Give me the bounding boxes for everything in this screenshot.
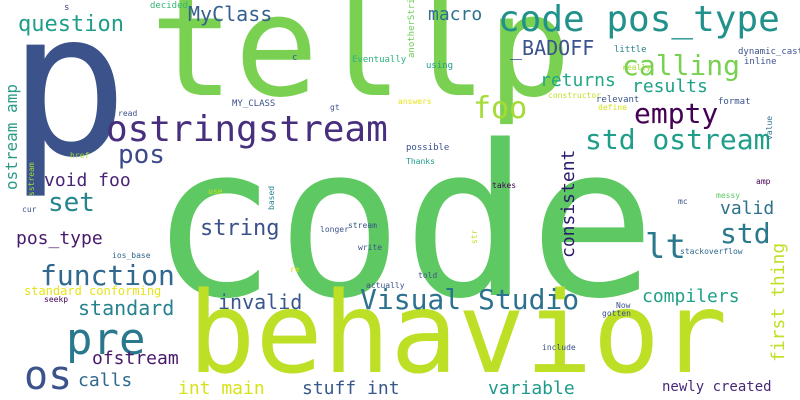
- word-write: write: [358, 243, 383, 252]
- word-str: anotherString: [407, 0, 417, 58]
- word-pre: pre: [66, 314, 146, 365]
- word-format: MY_CLASS: [232, 99, 276, 109]
- word-value: decided: [150, 1, 188, 11]
- word-tellp: tellp: [150, 0, 572, 129]
- word-decided: little: [614, 45, 647, 55]
- word-c: dynamic_cast: [738, 47, 800, 57]
- word-results: results: [632, 76, 708, 97]
- word-stream: str: [470, 229, 479, 244]
- word-std: std: [720, 217, 771, 250]
- word-messy: amp: [756, 177, 771, 186]
- word-calls: calls: [78, 370, 133, 391]
- word-ofstream: ofstream: [92, 348, 179, 369]
- word-told: told: [418, 271, 438, 280]
- word-relevant: gt: [330, 103, 340, 112]
- word-lt: lt: [645, 227, 686, 267]
- word-dynamic-cast: value: [765, 115, 774, 140]
- word-s: using: [426, 61, 454, 71]
- word-empty: empty: [634, 97, 719, 130]
- word-answers: href: [70, 151, 90, 160]
- word-void-foo: void foo: [44, 170, 131, 191]
- word-longer: stream: [348, 221, 377, 230]
- word-include: include: [542, 343, 576, 352]
- word-possible: use: [208, 187, 223, 196]
- word-takes: messy: [716, 191, 741, 200]
- word-inline: format: [718, 97, 751, 107]
- word-thanks: based: [267, 185, 276, 210]
- word-really: define: [598, 103, 627, 112]
- word-standard: standard: [78, 296, 175, 320]
- word-std-ostream: std ostream: [585, 123, 771, 156]
- word-newly-created: newly created: [662, 379, 772, 395]
- word-os: os: [24, 353, 73, 399]
- word-valid: valid: [720, 198, 775, 219]
- word-actually: actually: [366, 281, 405, 290]
- word-re: re: [290, 265, 300, 274]
- word-stackoverflow: stackoverflow: [680, 247, 743, 256]
- word-gt: Thanks: [406, 157, 435, 166]
- word-badoff: _BADOFF: [510, 36, 595, 60]
- word-function: function: [40, 259, 175, 292]
- word-based: c: [292, 53, 298, 63]
- word-stuff-int: stuff int: [302, 378, 400, 399]
- word-calling: calling: [622, 49, 741, 82]
- word-constructor: relevant: [596, 95, 640, 105]
- word-question: question: [18, 12, 124, 37]
- word-mc: longer: [320, 225, 349, 234]
- word-ostringstream: ostringstream: [106, 109, 388, 150]
- word-read: answers: [398, 97, 432, 106]
- word-pos: pos: [118, 140, 165, 170]
- word-compilers: compilers: [642, 286, 740, 307]
- word-href: sstream: [27, 162, 36, 196]
- word-ostream-amp: ostream amp: [2, 84, 21, 190]
- word-visual-studio: Visual Studio: [360, 283, 580, 316]
- word-gotten: gotten: [602, 309, 631, 318]
- word-pos-type: pos_type: [16, 228, 103, 249]
- word-now: Now: [616, 301, 631, 310]
- word-set: set: [48, 188, 95, 218]
- word-sstream: Eventually: [352, 55, 407, 65]
- word-macro: macro: [428, 4, 483, 25]
- word-consistent: consistent: [558, 149, 579, 258]
- word-variable: variable: [488, 378, 575, 399]
- word-seekp: seekp: [44, 295, 69, 304]
- word-little: constructor: [548, 91, 601, 100]
- word-int-main: int main: [178, 378, 265, 399]
- word-eventually: really: [622, 63, 651, 72]
- word-ios-base: ios_base: [112, 251, 151, 260]
- word-p: p: [8, 0, 129, 202]
- word-using: inline: [744, 57, 777, 67]
- word-code-pos-type: code pos_type: [498, 0, 780, 40]
- word-invalid: invalid: [218, 290, 303, 314]
- word-anotherstring: s: [64, 3, 70, 13]
- word-returns: returns: [540, 70, 616, 91]
- word-amp: mc: [678, 197, 688, 206]
- word-use: cur: [22, 205, 37, 214]
- word-my-class: possible: [406, 143, 450, 153]
- word-cur: takes: [492, 181, 517, 190]
- word-myclass: MyClass: [188, 2, 273, 26]
- word-foo: foo: [473, 91, 528, 126]
- word-first-thing: first thing: [768, 242, 789, 362]
- word-code: code: [150, 100, 656, 345]
- word-behavior: behavior: [188, 269, 728, 399]
- word-define: read: [118, 109, 138, 118]
- word-string: string: [200, 216, 280, 241]
- word-standard-conforming: standard conforming: [24, 284, 162, 298]
